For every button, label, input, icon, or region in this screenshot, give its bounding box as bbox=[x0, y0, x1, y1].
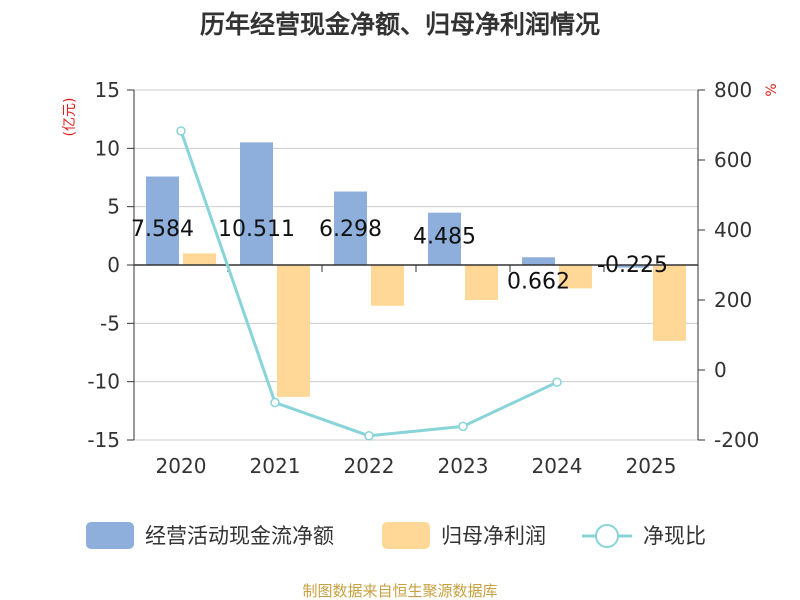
ratio-point bbox=[552, 377, 562, 387]
x-tick-label: 2021 bbox=[250, 454, 301, 478]
x-tick-label: 2024 bbox=[532, 454, 583, 478]
y-left-tick-label: -10 bbox=[87, 370, 120, 394]
legend-swatch-net-profit bbox=[382, 522, 430, 549]
bar-cashflow bbox=[522, 257, 555, 265]
y-right-tick-label: 0 bbox=[714, 358, 727, 382]
bar-net-profit bbox=[559, 265, 592, 289]
bar-net-profit bbox=[371, 265, 404, 306]
bar-cashflow bbox=[428, 212, 461, 265]
ratio-line-path bbox=[179, 130, 558, 438]
x-tick-label: 2023 bbox=[438, 454, 489, 478]
bar-cashflow bbox=[334, 191, 367, 265]
bar-net-profit bbox=[653, 265, 686, 341]
ratio-point bbox=[270, 397, 280, 408]
chart-title: 历年经营现金净额、归母净利润情况 bbox=[200, 10, 600, 39]
y-right-tick-label: 200 bbox=[714, 288, 752, 312]
y-right-unit: % bbox=[764, 83, 780, 96]
data-label: 4.485 bbox=[413, 225, 476, 250]
legend-label-ratio: 净现比 bbox=[643, 524, 706, 548]
legend-swatch-cashflow bbox=[86, 522, 134, 549]
ratio-point bbox=[458, 421, 468, 432]
ratio-line bbox=[176, 126, 562, 441]
y-left-tick-label: -15 bbox=[87, 428, 120, 452]
bars bbox=[146, 142, 686, 397]
x-tick-label: 2020 bbox=[156, 454, 207, 478]
x-tick-label: 2025 bbox=[626, 454, 677, 478]
y-left-tick-label: 10 bbox=[95, 136, 120, 160]
y-right-tick-label: 800 bbox=[714, 78, 752, 102]
source-note: 制图数据来自恒生聚源数据库 bbox=[302, 582, 497, 600]
bar-net-profit bbox=[465, 265, 498, 300]
y-left-unit: (亿元) bbox=[62, 98, 78, 137]
y-right-tick-label: -200 bbox=[714, 428, 759, 452]
y-right-tick-label: 400 bbox=[714, 218, 752, 242]
y-left-tick-label: -5 bbox=[100, 311, 120, 335]
data-label: 6.298 bbox=[319, 217, 382, 242]
bar-cashflow bbox=[616, 265, 649, 268]
y-left-tick-label: 5 bbox=[107, 195, 120, 219]
data-labels: 7.584 10.511 6.298 4.485 0.662 -0.225 bbox=[131, 217, 668, 294]
legend-marker-ratio bbox=[595, 524, 619, 548]
y-left-tick-label: 15 bbox=[95, 78, 120, 102]
bar-cashflow bbox=[240, 142, 273, 265]
axes: 15 10 5 0 -5 -10 -15 800 600 400 200 0 -200 2020 2021 2… bbox=[87, 78, 759, 478]
legend-label-cashflow: 经营活动现金流净额 bbox=[145, 524, 334, 548]
legend: 经营活动现金流净额 归母净利润 净现比 bbox=[86, 522, 706, 549]
data-label: -0.225 bbox=[597, 253, 668, 278]
bar-net-profit bbox=[277, 265, 310, 397]
y-left-tick-label: 0 bbox=[107, 253, 120, 277]
y-right-tick-label: 600 bbox=[714, 148, 752, 172]
legend-label-net-profit: 归母净利润 bbox=[441, 524, 546, 548]
x-tick-label: 2022 bbox=[344, 454, 395, 478]
bar-cashflow bbox=[146, 176, 179, 265]
gridlines bbox=[134, 89, 698, 441]
data-label: 7.584 bbox=[131, 217, 194, 242]
ratio-point bbox=[364, 431, 374, 441]
data-label: 0.662 bbox=[507, 269, 570, 294]
ratio-point bbox=[176, 126, 186, 136]
data-label: 10.511 bbox=[218, 217, 295, 242]
bar-net-profit bbox=[183, 253, 216, 265]
